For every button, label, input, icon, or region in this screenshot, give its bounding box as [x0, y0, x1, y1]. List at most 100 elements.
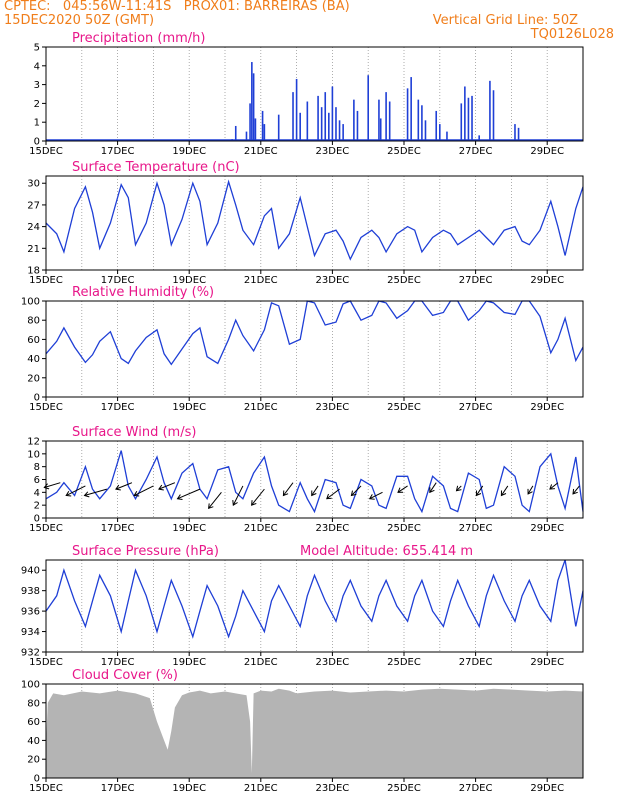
- precip-bar: [331, 86, 334, 141]
- y-tick-label: 100: [21, 297, 40, 308]
- y-tick-label: 5: [34, 43, 40, 54]
- x-tick-label: 29DEC: [530, 402, 564, 413]
- y-tick-label: 934: [21, 627, 40, 638]
- panel-frame: [45, 300, 584, 398]
- panel-title: Cloud Cover (%): [72, 668, 178, 683]
- precip-bar: [292, 92, 294, 141]
- wind-arrow-head: [158, 484, 164, 491]
- precip-bar: [249, 103, 251, 141]
- panel-frame: [45, 559, 584, 653]
- y-tick-label: 80: [27, 698, 40, 709]
- precip-bar: [251, 62, 253, 141]
- precip-bar: [254, 118, 257, 141]
- precip-bar: [277, 114, 280, 141]
- y-tick-label: 24: [27, 222, 40, 233]
- wind-arrow-shaft: [572, 485, 580, 495]
- x-tick-label: 15DEC: [29, 783, 63, 794]
- wind-arrow-shaft: [326, 488, 340, 500]
- precip-bar: [464, 86, 466, 141]
- wind-arrow-head: [43, 483, 50, 490]
- x-tick-label: 23DEC: [316, 657, 350, 668]
- y-tick-label: 2: [34, 501, 40, 512]
- x-tick-label: 27DEC: [459, 146, 493, 157]
- wind-arrow-shaft: [527, 485, 534, 495]
- wind-arrow-head: [133, 490, 140, 497]
- x-tick-label: 19DEC: [172, 146, 206, 157]
- x-tick-label: 27DEC: [459, 523, 493, 534]
- precip-bar: [417, 99, 420, 141]
- x-tick-label: 17DEC: [101, 275, 135, 286]
- panel-title: Relative Humidity (%): [72, 285, 214, 300]
- precip-bar: [338, 120, 341, 141]
- wind-arrow-shaft: [501, 485, 509, 496]
- x-tick-label: 25DEC: [387, 657, 421, 668]
- y-tick-label: 4: [34, 488, 40, 499]
- model-altitude: Model Altitude: 655.414 m: [300, 544, 473, 559]
- precip-bar: [367, 75, 369, 141]
- wind-arrow-shaft: [369, 491, 383, 500]
- precip-bar: [478, 135, 480, 141]
- x-tick-label: 15DEC: [29, 523, 63, 534]
- y-tick-label: 30: [27, 179, 40, 190]
- series-line-pres: [45, 559, 584, 639]
- wind-arrow-shaft: [115, 482, 133, 490]
- y-tick-label: 6: [34, 475, 40, 486]
- wind-arrow-head: [83, 491, 90, 498]
- precip-bar: [378, 99, 380, 141]
- y-tick-label: 0: [34, 514, 40, 525]
- x-tick-label: 29DEC: [530, 783, 564, 794]
- y-tick-label: 932: [21, 648, 40, 659]
- wind-arrow-shaft: [44, 482, 61, 488]
- y-tick-label: 0: [34, 137, 40, 148]
- y-tick-label: 60: [27, 335, 40, 346]
- y-tick-label: 936: [21, 607, 40, 618]
- panel-title: Surface Pressure (hPa): [72, 544, 219, 559]
- precip-bar: [317, 95, 319, 141]
- panel-frame: [45, 175, 584, 271]
- panel-title: Precipitation (mm/h): [72, 31, 205, 46]
- panel-frame: [45, 683, 584, 779]
- y-tick-label: 0: [34, 393, 40, 404]
- y-tick-label: 940: [21, 566, 40, 577]
- y-tick-label: 40: [27, 354, 40, 365]
- x-tick-label: 27DEC: [459, 275, 493, 286]
- wind-arrow-head: [429, 487, 435, 494]
- wind-arrow-head: [350, 490, 357, 497]
- y-tick-label: 60: [27, 717, 40, 728]
- y-tick-label: 938: [21, 586, 40, 597]
- header-grid-line: Vertical Grid Line: 50Z: [432, 13, 578, 28]
- wind-arrow-shaft: [208, 492, 222, 509]
- x-tick-label: 19DEC: [172, 783, 206, 794]
- precip-bar: [261, 110, 264, 141]
- x-tick-label: 15DEC: [29, 657, 63, 668]
- series-line-temp: [45, 179, 584, 261]
- precip-bar: [295, 78, 298, 141]
- precip-bar: [385, 92, 387, 141]
- series-line-wind: [45, 450, 584, 514]
- wind-arrow-shaft: [475, 485, 484, 496]
- precip-bar: [460, 103, 463, 141]
- x-tick-label: 19DEC: [172, 657, 206, 668]
- precip-bar: [306, 101, 309, 141]
- x-tick-label: 15DEC: [29, 146, 63, 157]
- x-tick-label: 29DEC: [530, 146, 564, 157]
- x-tick-label: 15DEC: [29, 402, 63, 413]
- wind-arrow-head: [176, 494, 183, 500]
- y-tick-label: 27: [27, 200, 40, 211]
- x-tick-label: 23DEC: [316, 523, 350, 534]
- precip-bar: [342, 124, 344, 141]
- header-model-id: TQ0126L028: [530, 27, 614, 42]
- y-tick-label: 100: [21, 680, 40, 691]
- wind-arrow-head: [311, 490, 317, 497]
- series-line-rh: [45, 300, 584, 366]
- precip-bar: [245, 131, 248, 141]
- wind-arrow-head: [65, 490, 72, 497]
- x-tick-label: 27DEC: [459, 657, 493, 668]
- panel-title: Surface Temperature (nC): [72, 160, 240, 175]
- x-tick-label: 23DEC: [316, 146, 350, 157]
- wind-arrow-head: [326, 493, 332, 500]
- precip-bar: [328, 112, 330, 141]
- wind-arrow-shaft: [65, 485, 86, 496]
- x-tick-label: 19DEC: [172, 402, 206, 413]
- wind-arrow-shaft: [311, 485, 319, 496]
